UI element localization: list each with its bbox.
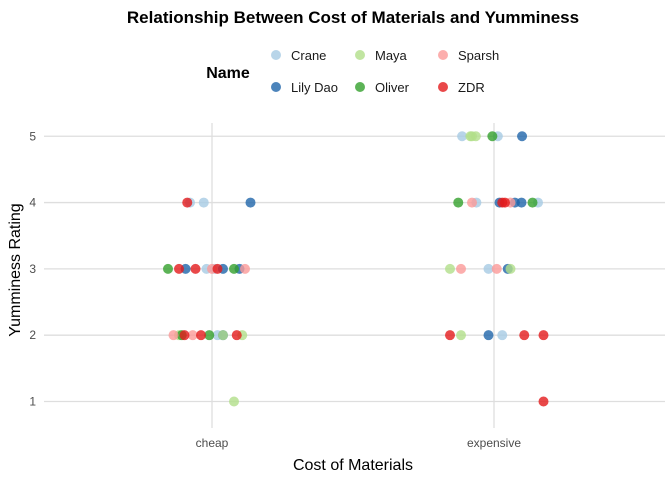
- point-oliver: [487, 131, 498, 142]
- point-zdr: [519, 330, 530, 341]
- legend-key-sparsh: [438, 50, 448, 60]
- legend-label-maya: Maya: [375, 48, 408, 63]
- chart-title: Relationship Between Cost of Materials a…: [127, 8, 579, 27]
- point-sparsh: [467, 197, 477, 208]
- y-tick-label: 3: [29, 262, 36, 276]
- x-tick-labels: cheap expensive: [196, 436, 522, 450]
- point-sparsh: [491, 263, 502, 274]
- y-tick-label: 4: [29, 196, 36, 210]
- point-crane: [198, 197, 209, 208]
- point-maya: [456, 330, 466, 341]
- data-points: [163, 131, 549, 407]
- point-zdr: [196, 330, 206, 341]
- y-tick-label: 2: [29, 328, 36, 342]
- point-lily-dao: [516, 197, 527, 208]
- point-lily-dao: [517, 131, 528, 142]
- point-zdr: [538, 396, 549, 407]
- x-tick-label-cheap: cheap: [196, 436, 229, 450]
- point-lily-dao: [483, 330, 494, 341]
- point-sparsh: [456, 263, 466, 274]
- point-zdr: [538, 330, 549, 341]
- x-axis-label: Cost of Materials: [293, 457, 413, 474]
- point-zdr: [231, 330, 242, 341]
- point-lily-dao: [245, 197, 256, 208]
- legend-title: Name: [206, 65, 250, 82]
- point-zdr: [179, 330, 190, 341]
- point-zdr: [500, 197, 510, 208]
- point-maya: [467, 131, 477, 142]
- legend-key-maya: [355, 50, 365, 60]
- y-tick-label: 5: [29, 129, 36, 143]
- point-zdr: [182, 197, 193, 208]
- point-maya: [505, 263, 516, 274]
- point-zdr: [174, 263, 184, 274]
- y-axis-label: Yumminess Rating: [7, 203, 24, 336]
- legend-label-lily-dao: Lily Dao: [291, 80, 338, 95]
- point-crane: [457, 131, 468, 142]
- point-crane: [497, 330, 508, 341]
- point-crane: [483, 263, 494, 274]
- point-oliver: [163, 263, 173, 274]
- legend-key-crane: [271, 50, 281, 60]
- legend: Crane Lily Dao Maya Oliver Sparsh ZDR: [271, 48, 499, 95]
- legend-key-zdr: [438, 82, 448, 92]
- point-maya: [229, 396, 239, 407]
- x-tick-label-expensive: expensive: [467, 436, 521, 450]
- point-sparsh: [168, 330, 179, 341]
- point-oliver: [229, 263, 239, 274]
- point-maya: [218, 330, 228, 341]
- legend-label-oliver: Oliver: [375, 80, 410, 95]
- gridlines: [44, 123, 665, 428]
- y-tick-labels: 1 2 3 4 5: [29, 129, 36, 408]
- point-oliver: [453, 197, 464, 208]
- legend-key-lily-dao: [271, 82, 281, 92]
- point-oliver: [204, 330, 215, 341]
- legend-key-oliver: [355, 82, 365, 92]
- point-oliver: [527, 197, 538, 208]
- point-maya: [445, 263, 455, 274]
- legend-label-sparsh: Sparsh: [458, 48, 499, 63]
- y-tick-label: 1: [29, 394, 36, 408]
- point-zdr: [445, 330, 455, 341]
- legend-label-crane: Crane: [291, 48, 326, 63]
- point-sparsh: [240, 263, 250, 274]
- point-zdr: [190, 263, 201, 274]
- point-sparsh: [187, 330, 198, 341]
- point-zdr: [212, 263, 223, 274]
- legend-label-zdr: ZDR: [458, 80, 485, 95]
